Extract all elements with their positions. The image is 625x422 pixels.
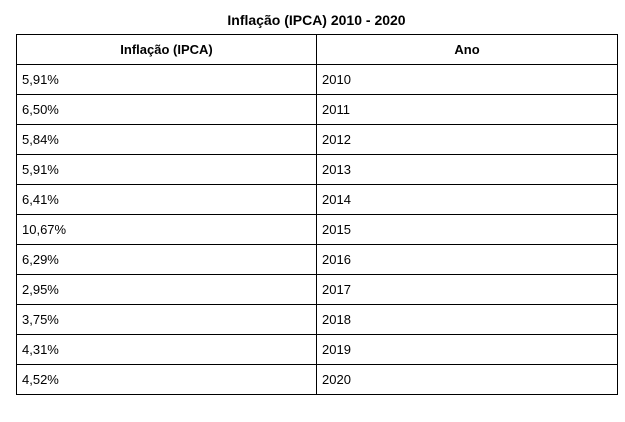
table-row: 6,29% 2016	[16, 244, 618, 275]
table-row: 5,91% 2013	[16, 154, 618, 185]
year-cell: 2016	[316, 244, 618, 275]
table-row: 4,31% 2019	[16, 334, 618, 365]
page-title: Inflação (IPCA) 2010 - 2020	[227, 12, 406, 28]
inflation-cell: 3,75%	[16, 304, 317, 335]
year-cell: 2014	[316, 184, 618, 215]
inflation-cell: 6,50%	[16, 94, 317, 125]
year-cell: 2019	[316, 334, 618, 365]
inflation-cell: 4,52%	[16, 364, 317, 395]
column-header-year: Ano	[316, 34, 618, 65]
year-cell: 2018	[316, 304, 618, 335]
table-row: 10,67% 2015	[16, 214, 618, 245]
inflation-cell: 6,29%	[16, 244, 317, 275]
year-cell: 2013	[316, 154, 618, 185]
inflation-cell: 4,31%	[16, 334, 317, 365]
table-row: 5,84% 2012	[16, 124, 618, 155]
inflation-cell: 5,91%	[16, 64, 317, 95]
year-cell: 2012	[316, 124, 618, 155]
inflation-cell: 2,95%	[16, 274, 317, 305]
table-row: 6,50% 2011	[16, 94, 618, 125]
table-header-row: Inflação (IPCA) Ano	[16, 34, 618, 65]
table-row: 6,41% 2014	[16, 184, 618, 215]
inflation-cell: 5,84%	[16, 124, 317, 155]
inflation-cell: 6,41%	[16, 184, 317, 215]
table-row: 2,95% 2017	[16, 274, 618, 305]
inflation-cell: 10,67%	[16, 214, 317, 245]
table-row: 3,75% 2018	[16, 304, 618, 335]
table-row: 4,52% 2020	[16, 364, 618, 395]
inflation-table: Inflação (IPCA) Ano 5,91% 2010 6,50% 201…	[16, 34, 618, 395]
table-row: 5,91% 2010	[16, 64, 618, 95]
year-cell: 2010	[316, 64, 618, 95]
year-cell: 2015	[316, 214, 618, 245]
year-cell: 2017	[316, 274, 618, 305]
year-cell: 2011	[316, 94, 618, 125]
year-cell: 2020	[316, 364, 618, 395]
column-header-inflation: Inflação (IPCA)	[16, 34, 317, 65]
inflation-cell: 5,91%	[16, 154, 317, 185]
